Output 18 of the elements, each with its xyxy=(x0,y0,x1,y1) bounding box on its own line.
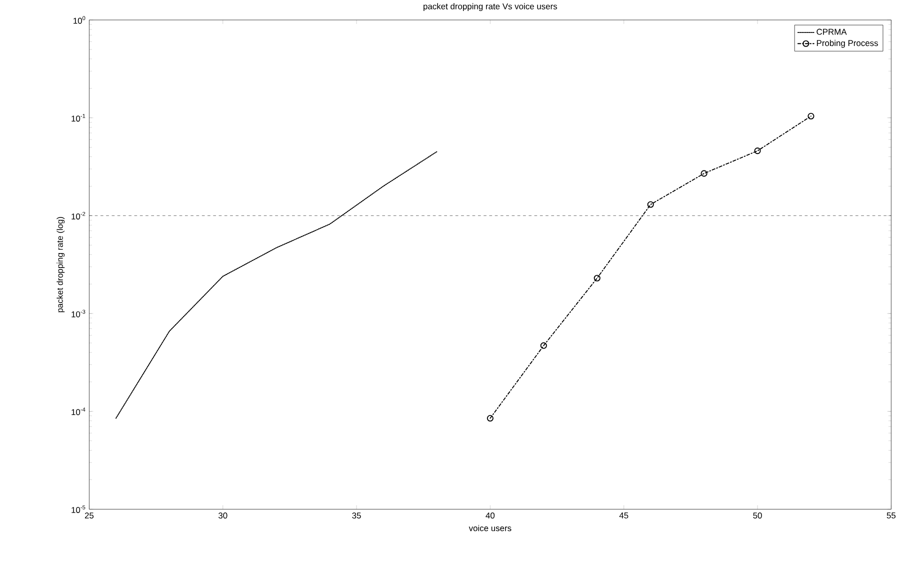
y-tick-label: 10$^{-3}$ xyxy=(72,310,86,318)
x-tick-label: 45 xyxy=(619,512,628,519)
y-tick-label: 10$^{-1}$ xyxy=(72,114,86,122)
y-tick-label: 10$^{-5}$ xyxy=(72,506,86,514)
x-tick-label: 25 xyxy=(84,512,94,519)
chart-title: packet dropping rate Vs voice users xyxy=(424,3,558,12)
y-tick-label: 10$^{0}$ xyxy=(74,16,86,24)
legend-label: CPRMA xyxy=(816,28,847,35)
y-axis-title: packet dropping rate (log) xyxy=(56,217,65,312)
x-tick-label: 55 xyxy=(886,512,896,519)
y-tick-label: 10$^{-2}$ xyxy=(72,212,86,220)
legend-label: Probing Process xyxy=(816,40,878,48)
x-tick-label: 35 xyxy=(352,512,361,519)
x-tick-label: 30 xyxy=(218,512,228,519)
x-axis-title: voice users xyxy=(468,525,512,532)
x-tick-label: 50 xyxy=(753,512,762,519)
y-tick-label: 10$^{-4}$ xyxy=(72,408,86,416)
x-tick-label: 40 xyxy=(486,512,495,519)
